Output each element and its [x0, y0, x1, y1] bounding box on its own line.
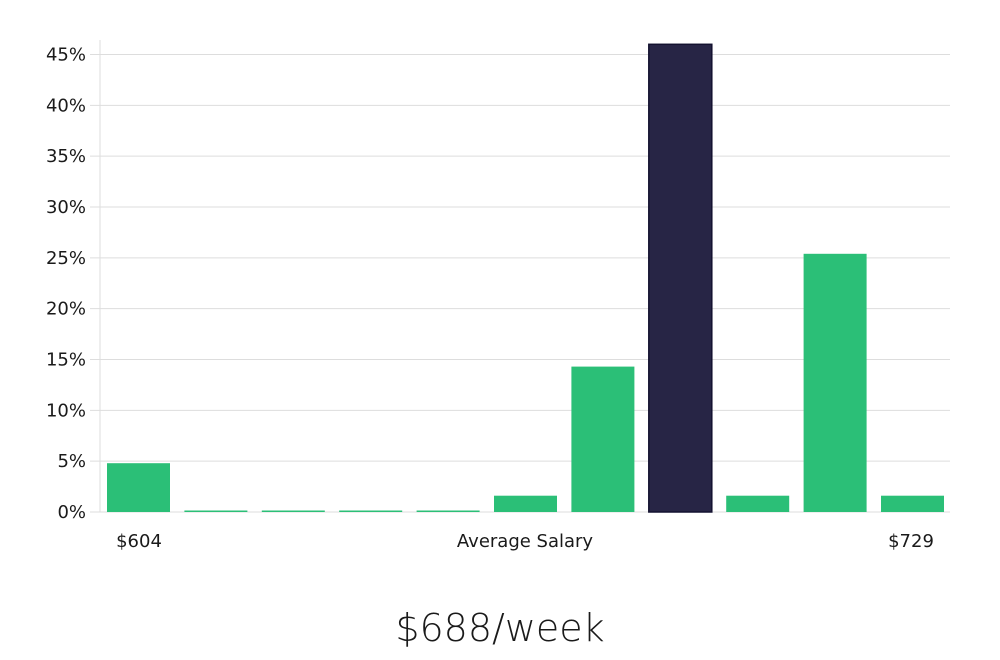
bar — [107, 463, 170, 512]
bar — [416, 510, 480, 512]
y-tick-label: 15% — [46, 350, 86, 371]
y-tick-label: 5% — [57, 451, 86, 472]
bar — [494, 495, 557, 512]
y-tick-label: 30% — [46, 197, 86, 218]
bar-highlighted — [648, 43, 713, 513]
x-center-label: Average Salary — [457, 531, 594, 552]
x-max-label: $729 — [888, 531, 934, 552]
x-min-label: $604 — [116, 531, 162, 552]
histogram-svg: 0% 5% 10% 15% 20% 25% 30% 35% 40% 45% $604 Averag… — [46, 40, 950, 552]
bar — [881, 495, 944, 512]
average-salary-value: $688/week — [395, 606, 605, 650]
y-tick-label: 45% — [46, 45, 86, 66]
y-tick-label: 35% — [46, 146, 86, 167]
bar — [261, 510, 325, 512]
y-tick-label: 0% — [57, 502, 86, 523]
y-tick-label: 10% — [46, 400, 86, 421]
y-tick-label: 40% — [46, 95, 86, 116]
y-tick-label: 20% — [46, 299, 86, 320]
bar — [571, 366, 635, 512]
y-tick-label: 25% — [46, 248, 86, 269]
salary-histogram: 0% 5% 10% 15% 20% 25% 30% 35% 40% 45% $604 Averag… — [46, 40, 950, 552]
bar — [339, 510, 403, 512]
bar — [184, 510, 248, 512]
bar — [726, 495, 790, 512]
bar — [803, 253, 867, 513]
